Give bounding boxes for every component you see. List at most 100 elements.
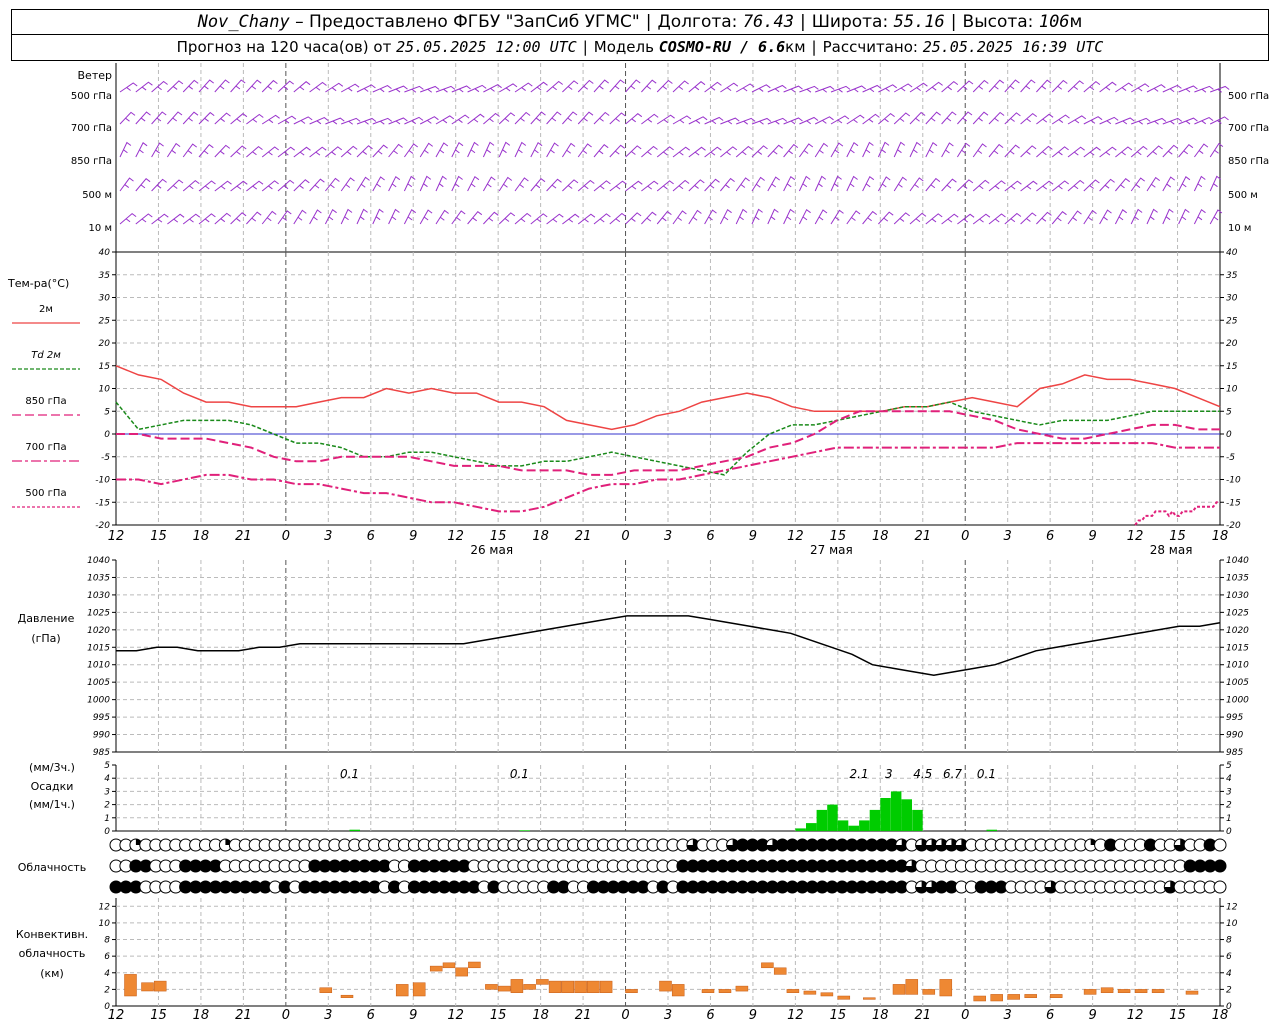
temp-ytick-right: -20 [1226,521,1241,531]
cloud-fill [318,881,331,893]
cloud-fill [855,881,868,893]
wind-barb [1146,176,1160,192]
wind-barb [688,179,705,192]
wind-barb [483,211,499,225]
prec-ytick-right: 3 [1226,787,1232,797]
wind-barb [514,82,533,93]
alt-unit: м [1069,12,1083,32]
conv-block [455,967,468,977]
cloud-fill [875,839,888,851]
wind-barb [293,116,313,125]
pres-ytick-right: 1015 [1226,643,1249,653]
wind-barb [909,82,928,93]
wind-barb [356,145,373,158]
wind-barb [751,208,763,225]
cloud-fill [706,881,719,893]
precip-bar [912,809,923,831]
wind-barb [798,143,814,158]
computed-label: Рассчитано: [822,38,918,56]
cloud-fill [318,860,331,872]
wind-barb [641,79,657,93]
wind-barb [878,211,894,225]
wind-barb [1004,212,1022,225]
pres-ytick-left: 1005 [87,678,110,688]
cloud-fill [597,881,610,893]
temp-ytick-left: 35 [99,271,111,281]
conv-block [803,990,817,995]
wind-barb [641,145,658,158]
wind-barb [230,113,248,125]
cloud-fill [756,839,769,851]
wind-barb [419,175,432,192]
cloud-fill [686,881,699,893]
wind-barb [435,175,447,192]
x-hour-label-bottom: 21 [914,1008,931,1023]
wind-level-left: 700 гПа [71,123,112,134]
conv-block [124,974,137,997]
cloud-fill [487,881,500,893]
wind-barb [293,209,307,225]
wind-barb [277,179,295,192]
wind-barb [261,114,280,125]
x-hour-label: 9 [409,529,417,544]
cloud-fill [438,860,451,872]
cloud-fill [627,881,640,893]
wind-barb [198,180,216,192]
wind-barb [167,80,184,93]
wind-barb [325,146,343,158]
x-hour-label: 12 [1127,529,1144,544]
x-hour-label: 18 [532,529,549,544]
wind-barb [1115,146,1133,158]
cloud-fill [786,860,799,872]
temp-series-4 [1134,501,1220,526]
wind-barb [119,82,138,93]
wind-barb [799,85,819,93]
wind-barb [372,208,384,225]
wind-barb [957,111,973,125]
wind-level-right: 700 гПа [1228,123,1269,134]
wind-barb [656,79,673,93]
conv-ytick-left: 10 [99,919,111,929]
wind-barb [767,176,780,192]
cloud-fill [816,881,829,893]
cloud-fill [846,860,858,872]
x-hour-label-bottom: 0 [961,1008,969,1023]
lon-label: Долгота: [657,12,738,32]
conv-block [468,961,481,969]
conv-block [510,979,524,993]
cloud-fill [587,881,600,893]
cloud-fill [119,881,132,893]
wind-barb [483,112,500,125]
cloud-fill [836,860,849,872]
wind-barb [1083,179,1100,192]
cloud-fill [358,860,371,872]
cloud-fill [756,860,769,872]
x-hour-label-bottom: 18 [532,1008,549,1023]
wind-barb [1194,117,1214,125]
wind-barb [641,211,657,225]
cloud-fill [885,839,898,851]
wind-barb [609,144,625,158]
pressure-title: Давление [18,612,75,625]
wind-barb [261,180,279,192]
wind-barb [814,142,829,158]
precip-bar [806,823,817,831]
cloud-fill [368,881,381,893]
cloud-fill [726,860,739,872]
wind-barb [925,141,938,158]
conv-block [1134,989,1148,993]
wind-barb [688,146,706,158]
wind-barb [562,80,579,93]
wind-barb [862,175,875,192]
wind-barb [641,113,659,125]
wind-barb [372,176,385,192]
wind-barb [751,84,771,93]
cloud-fill [378,860,391,872]
temp-ytick-right: -5 [1226,453,1235,463]
cloud-fill [179,860,192,872]
wind-barb [1130,208,1143,225]
wind-barb [625,145,642,158]
wind-barb [656,210,672,225]
wind-barb [404,85,424,93]
wind-barb [562,213,580,225]
